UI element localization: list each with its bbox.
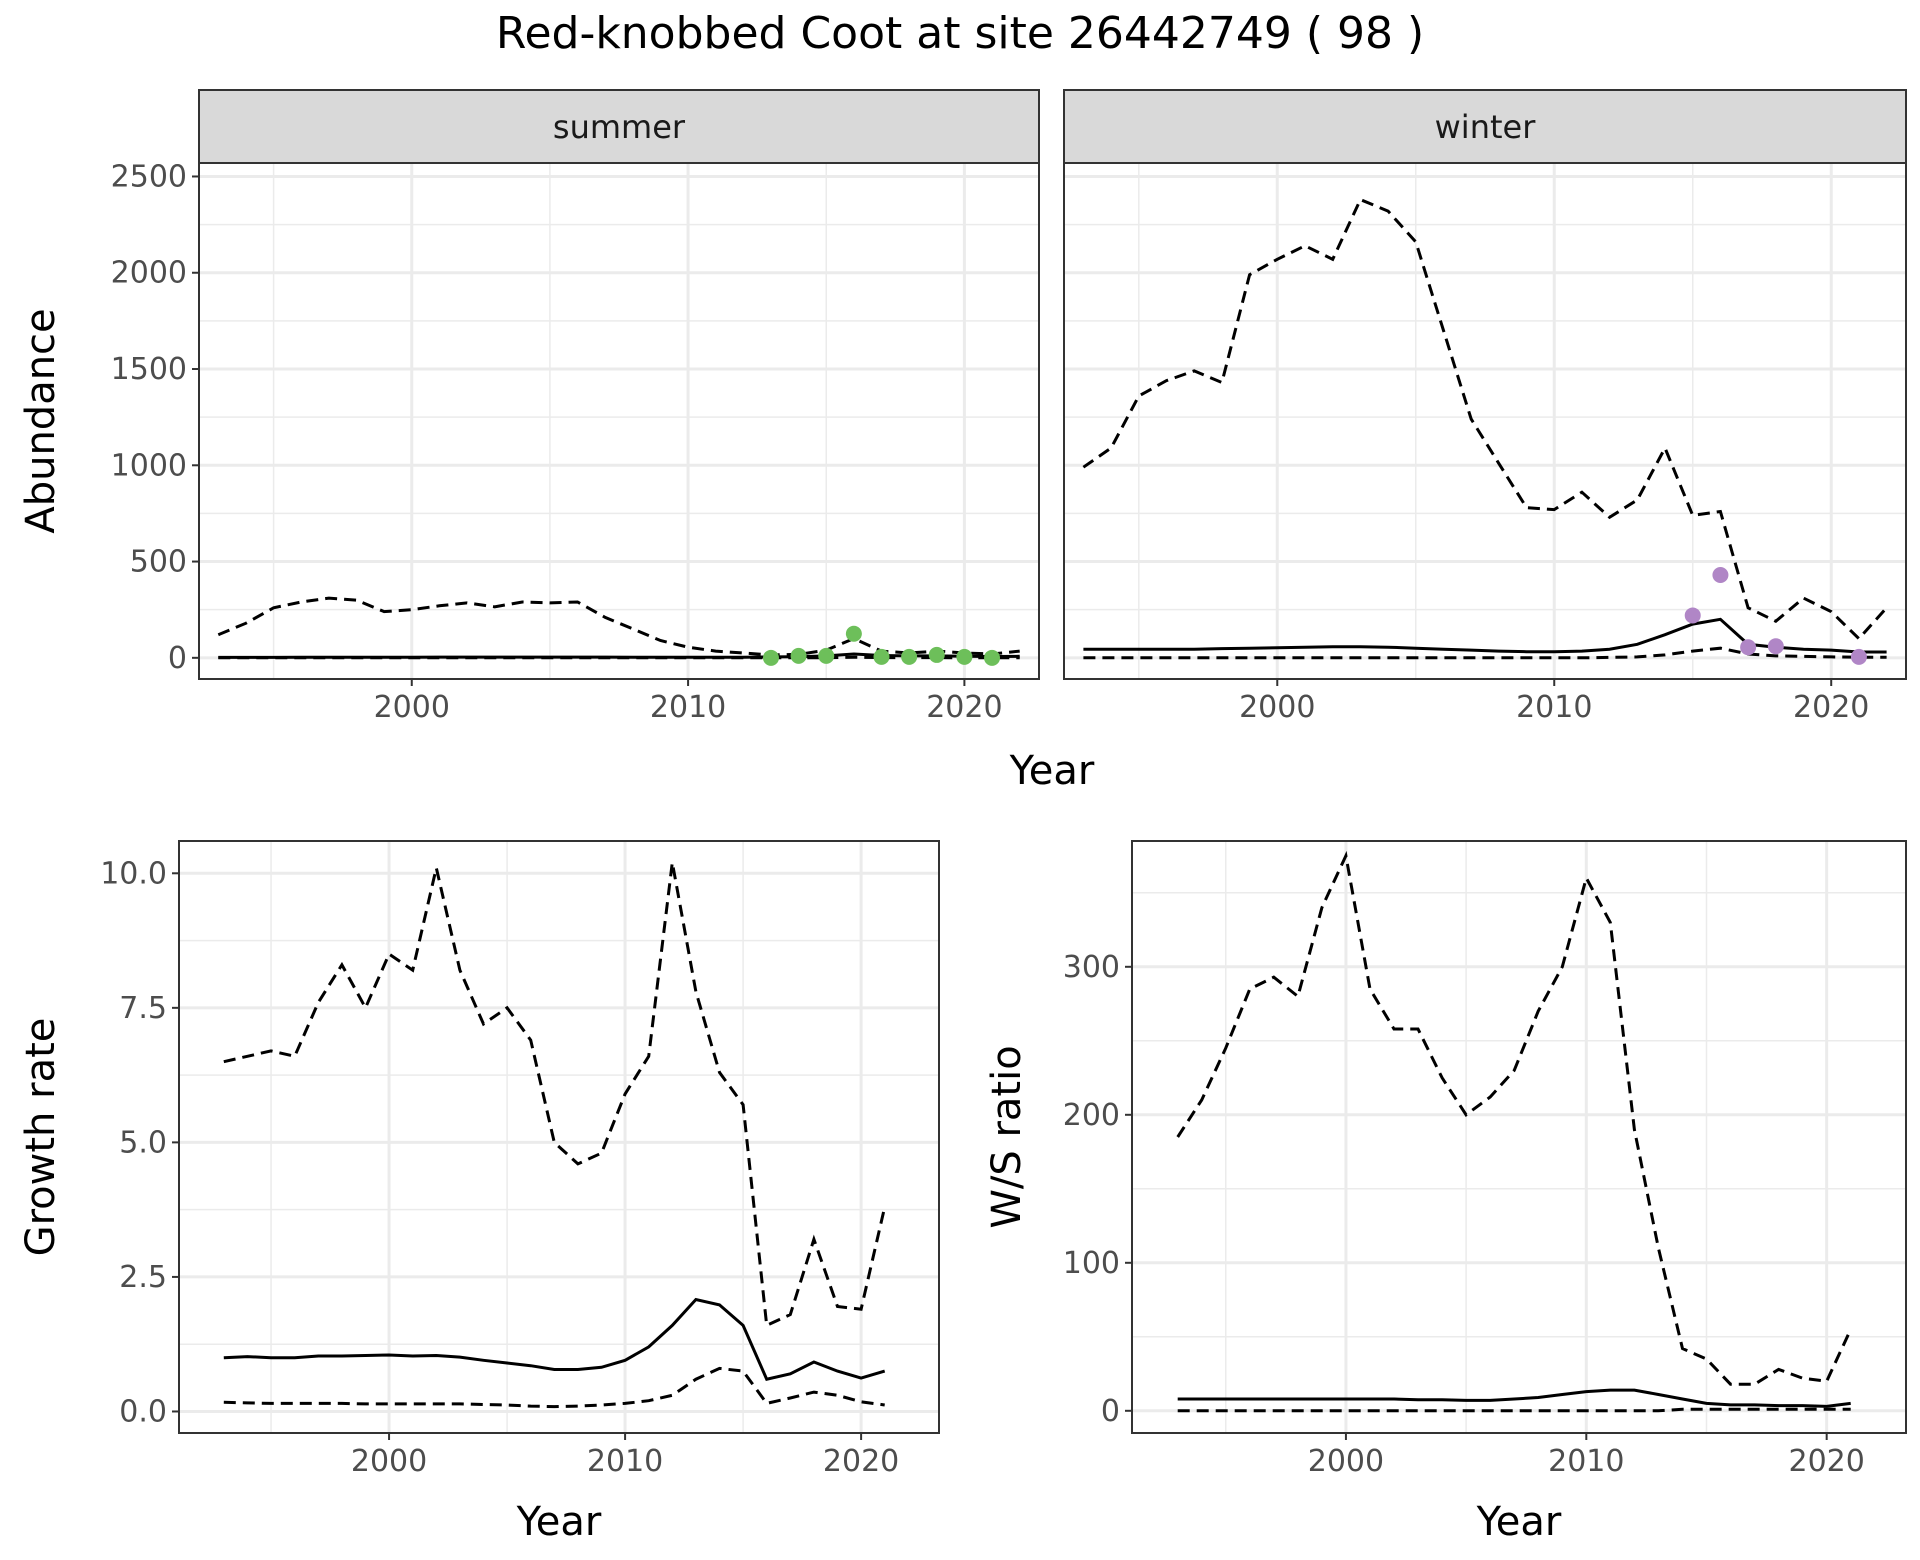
y-tick-label: 100 [1063, 1246, 1120, 1281]
y-axis-title-growth: Growth rate [18, 1018, 64, 1257]
y-tick-label: 10.0 [100, 856, 167, 891]
y-tick-label: 200 [1063, 1098, 1120, 1133]
x-tick-label: 2010 [1516, 690, 1592, 725]
data-point [873, 648, 890, 665]
data-point [1740, 639, 1757, 656]
series-line-estimate [223, 1297, 886, 1381]
y-tick-label: 0 [168, 641, 187, 676]
panel-summer: summer 2000 2010 2020 0 500 1000 1500 2000 2500 [111, 89, 1040, 725]
data-point [762, 649, 779, 666]
data-point [790, 647, 807, 664]
series-line-estimate [1177, 1388, 1851, 1408]
x-tick-label: 2010 [650, 690, 726, 725]
data-point [1767, 638, 1784, 655]
series-line-lower [1177, 1407, 1851, 1413]
series-line-upper [223, 862, 887, 1328]
y-tick-label: 500 [130, 545, 187, 580]
x-tick-label: 2010 [1548, 1444, 1624, 1479]
x-tick-label: 2000 [351, 1444, 427, 1479]
y-axis-title-ws: W/S ratio [984, 1045, 1030, 1228]
y-tick-label: 1500 [111, 352, 187, 387]
x-tick-label: 2010 [587, 1444, 663, 1479]
series-line-upper [1082, 197, 1888, 641]
data-point [956, 648, 973, 665]
panel-winter: winter 2000 2010 2020 [1063, 89, 1907, 725]
facet-label: winter [1435, 108, 1537, 146]
x-axis-title-growth: Year [516, 1499, 602, 1545]
series-line-lower [223, 1366, 885, 1409]
data-point [984, 649, 1001, 666]
y-tick-label: 1000 [111, 448, 187, 483]
data-point [1684, 607, 1701, 624]
x-tick-label: 2020 [926, 690, 1002, 725]
data-point [818, 647, 835, 664]
series-line-lower [1083, 646, 1887, 660]
facet-strip [198, 89, 1040, 164]
panel-ws-ratio: 2000 2010 2020 0 100 200 300 [1063, 840, 1907, 1479]
x-tick-label: 2000 [374, 690, 450, 725]
y-tick-label: 5.0 [119, 1125, 167, 1160]
chart-title: Red-knobbed Coot at site 26442749 ( 98 ) [496, 8, 1424, 59]
data-point [1712, 567, 1729, 584]
y-tick-label: 2.5 [119, 1260, 167, 1295]
series-line-upper [1176, 850, 1853, 1386]
x-axis-title-abundance: Year [1009, 748, 1095, 794]
panel-background [1132, 841, 1906, 1433]
panel-background [199, 163, 1039, 679]
panel-border [1131, 840, 1907, 1434]
y-axis-title-abundance: Abundance [18, 308, 64, 533]
y-tick-label: 7.5 [119, 991, 167, 1026]
panel-background [1064, 163, 1906, 679]
x-tick-label: 2020 [1788, 1444, 1864, 1479]
x-tick-label: 2020 [1793, 690, 1869, 725]
data-point [901, 648, 918, 665]
panel-growth: 2000 2010 2020 0.0 2.5 5.0 7.5 10.0 [100, 840, 940, 1479]
x-tick-label: 2000 [1239, 690, 1315, 725]
x-tick-label: 2020 [823, 1444, 899, 1479]
data-point [1850, 648, 1867, 665]
y-tick-label: 0.0 [119, 1394, 167, 1429]
facet-label: summer [553, 108, 686, 146]
y-tick-label: 0 [1101, 1394, 1120, 1429]
y-tick-label: 2000 [111, 256, 187, 291]
facet-strip [1063, 89, 1907, 164]
x-tick-label: 2000 [1308, 1444, 1384, 1479]
panel-background [179, 841, 939, 1433]
panel-border [178, 840, 940, 1434]
data-point [845, 625, 862, 642]
x-axis-title-ws: Year [1476, 1499, 1562, 1545]
y-tick-label: 2500 [111, 159, 187, 194]
y-tick-label: 300 [1063, 950, 1120, 985]
data-point [928, 646, 945, 663]
